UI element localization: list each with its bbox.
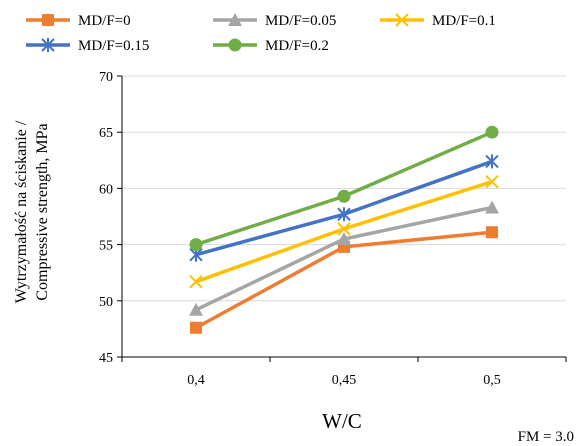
series-1-point-0 bbox=[189, 302, 203, 316]
y-axis-title-line1: Wytrzymałość na ściskanie / bbox=[13, 120, 30, 303]
series-3 bbox=[189, 154, 499, 262]
series-3-point-2 bbox=[485, 154, 499, 169]
y-tick-label-70: 70 bbox=[99, 70, 113, 85]
series-0-point-0 bbox=[190, 321, 202, 334]
legend-label-2: MD/F=0.1 bbox=[432, 13, 496, 29]
series-1 bbox=[189, 200, 499, 316]
series-line-1 bbox=[195, 205, 493, 312]
x-tick-label-0: 0,4 bbox=[187, 373, 205, 388]
legend-label-1: MD/F=0.05 bbox=[265, 13, 336, 29]
series-group bbox=[189, 125, 499, 334]
y-tick-label-50: 50 bbox=[99, 295, 113, 310]
series-4 bbox=[189, 125, 499, 252]
series-1-point-1 bbox=[337, 231, 351, 245]
axes bbox=[121, 76, 566, 358]
legend-marker-1 bbox=[228, 13, 242, 26]
legend-marker-0 bbox=[42, 14, 54, 26]
legend-item-4: MD/F=0.2 bbox=[213, 38, 329, 54]
gridlines bbox=[122, 75, 566, 302]
legend-item-2: MD/F=0.1 bbox=[380, 13, 496, 29]
series-2-point-1 bbox=[337, 222, 351, 236]
series-4-point-1 bbox=[337, 189, 351, 203]
legend-marker-2 bbox=[395, 13, 409, 27]
series-2 bbox=[189, 174, 499, 289]
legend-item-0: MD/F=0 bbox=[26, 13, 131, 29]
x-tick-label-2: 0,5 bbox=[483, 373, 501, 388]
series-1-point-2 bbox=[485, 200, 499, 214]
y-tick-label-60: 60 bbox=[99, 182, 113, 197]
y-ticks: 45 50 55 60 65 70 bbox=[99, 70, 122, 366]
legend-item-3: MD/F=0.15 bbox=[26, 38, 149, 54]
series-3-point-1 bbox=[337, 207, 351, 222]
fm-annotation: FM = 3.0 bbox=[518, 429, 574, 445]
series-2-point-2 bbox=[485, 174, 499, 189]
y-axis-title-line2: Compressive strength, MPa bbox=[34, 123, 51, 300]
series-4-point-0 bbox=[189, 238, 203, 252]
series-4-point-2 bbox=[485, 125, 499, 139]
y-tick-label-65: 65 bbox=[99, 126, 113, 141]
y-tick-label-45: 45 bbox=[99, 351, 113, 366]
x-ticks: 0,4 0,45 0,5 bbox=[121, 357, 567, 388]
legend-marker-4 bbox=[228, 38, 242, 52]
x-axis-title: W/C bbox=[322, 409, 362, 433]
legend-item-1: MD/F=0.05 bbox=[213, 13, 336, 29]
x-tick-label-1: 0,45 bbox=[332, 373, 357, 388]
series-0 bbox=[190, 226, 498, 334]
y-tick-label-55: 55 bbox=[99, 239, 113, 254]
series-2-point-0 bbox=[189, 274, 203, 289]
legend-label-0: MD/F=0 bbox=[78, 13, 131, 29]
legend-label-3: MD/F=0.15 bbox=[78, 38, 149, 54]
legend: MD/F=0 MD/F=0.05 MD/F=0.1 MD/F=0.15 MD/F=0.2 bbox=[26, 13, 496, 54]
series-0-point-2 bbox=[486, 226, 498, 239]
legend-label-4: MD/F=0.2 bbox=[265, 38, 329, 54]
legend-marker-3 bbox=[41, 38, 55, 52]
